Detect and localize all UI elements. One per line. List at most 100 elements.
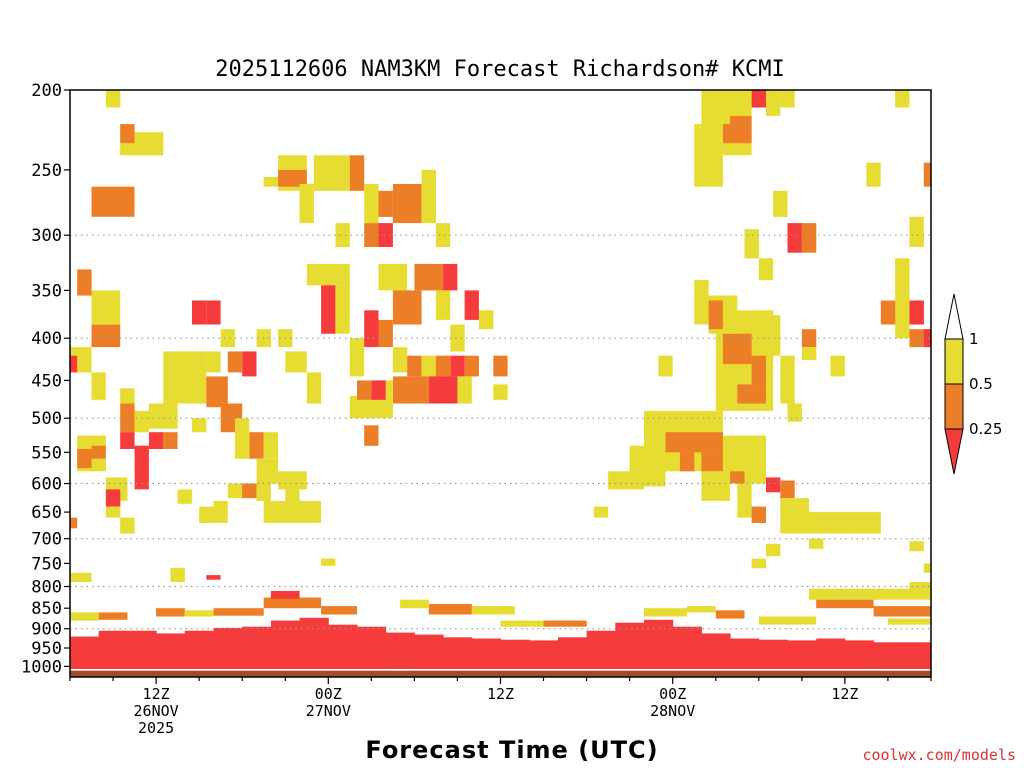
- ri-cell: [306, 372, 322, 404]
- ground: [70, 668, 931, 677]
- ri-cell: [206, 351, 221, 373]
- y-tick-label: 750: [31, 554, 62, 574]
- ri-cell: [278, 471, 307, 490]
- x-tick-label: 12Z: [487, 685, 514, 703]
- x-tick-label: 28NOV: [650, 702, 695, 720]
- y-tick-label: 400: [31, 329, 62, 349]
- ri-cell: [766, 315, 781, 356]
- ri-cell: [909, 300, 924, 325]
- ri-cells: [70, 90, 931, 627]
- ri-cell: [105, 489, 121, 507]
- ri-cell: [263, 500, 322, 523]
- surface-layer-column: [471, 638, 501, 671]
- ri-cell: [105, 506, 121, 518]
- ri-cell: [378, 223, 393, 247]
- ri-cell: [278, 169, 307, 187]
- ri-cell: [658, 355, 673, 377]
- y-tick-label: 600: [31, 475, 62, 495]
- surface-layer-column: [816, 638, 846, 671]
- ri-cell: [148, 432, 164, 449]
- surface-layer-column: [787, 640, 817, 671]
- ri-cell: [780, 90, 795, 108]
- ri-cell: [364, 223, 379, 247]
- ri-cell: [213, 608, 264, 616]
- ri-cell: [895, 90, 910, 108]
- ri-cell: [830, 355, 845, 377]
- ri-cell: [285, 351, 307, 373]
- ri-cell: [866, 162, 881, 187]
- surface-layer-column: [758, 639, 788, 671]
- ri-cell: [392, 184, 422, 224]
- legend-bin-yellow: [944, 338, 964, 385]
- y-tick-label: 800: [31, 578, 62, 598]
- surface-layer-column: [184, 630, 214, 671]
- ri-cell: [120, 517, 135, 534]
- ri-cell: [220, 329, 236, 348]
- ri-cell: [737, 483, 752, 518]
- surface-layer-column: [586, 630, 616, 671]
- y-tick-label: 900: [31, 620, 62, 640]
- ri-cell: [400, 599, 429, 609]
- ri-cell: [443, 263, 458, 291]
- ri-cell: [192, 300, 207, 325]
- ri-cell: [170, 568, 185, 582]
- ri-cell: [758, 258, 774, 280]
- x-tick-label: 27NOV: [306, 702, 351, 720]
- ri-cell: [299, 184, 314, 224]
- ri-cell: [801, 223, 817, 253]
- ri-cell: [766, 543, 781, 557]
- ri-cell: [321, 558, 336, 566]
- ri-cell: [91, 186, 135, 217]
- surface-layer-column: [357, 626, 387, 671]
- ground-fill: [70, 670, 931, 677]
- surface-layer-column: [213, 627, 243, 671]
- ri-cell: [493, 355, 508, 377]
- ri-cell: [751, 506, 766, 523]
- ri-cell: [414, 263, 444, 291]
- ri-cell: [256, 483, 271, 501]
- ri-cell: [321, 606, 357, 615]
- ri-cell: [644, 410, 666, 487]
- ri-cell: [227, 351, 243, 373]
- ri-cell: [766, 477, 781, 493]
- ri-cell: [909, 582, 931, 591]
- ri-cell: [787, 403, 802, 422]
- surface-layer-column: [385, 632, 415, 671]
- ri-cell: [500, 620, 558, 627]
- ri-cell: [184, 610, 214, 617]
- y-tick-label: 500: [31, 409, 62, 429]
- surface-layer-column: [242, 626, 272, 671]
- ri-cell: [378, 263, 408, 291]
- ri-cell: [887, 618, 931, 625]
- ri-cell: [450, 324, 465, 352]
- ri-cell: [263, 432, 278, 459]
- plot-area: [70, 90, 931, 677]
- ri-cell: [120, 403, 135, 433]
- ri-cell: [751, 90, 766, 108]
- ri-cell: [407, 355, 422, 377]
- y-tick-label: 300: [31, 226, 62, 246]
- x-tick-label: 00Z: [659, 685, 686, 703]
- ri-cell: [780, 480, 795, 499]
- ri-cell: [715, 610, 745, 619]
- ri-cell: [335, 223, 350, 247]
- ri-cell: [335, 285, 350, 334]
- ri-cell: [77, 449, 92, 469]
- credit-text[interactable]: coolwx.com/models: [862, 746, 1016, 764]
- ri-cell: [192, 418, 207, 433]
- ri-cell: [701, 90, 731, 125]
- ri-cell: [593, 506, 609, 518]
- ri-cell: [543, 620, 587, 627]
- ri-cell: [256, 458, 279, 484]
- ri-cell: [801, 347, 817, 360]
- ri-cell: [744, 229, 759, 259]
- ri-cell: [156, 608, 185, 617]
- y-tick-label: 450: [31, 371, 62, 391]
- y-tick-label: 200: [31, 81, 62, 101]
- chart-title: 2025112606 NAM3KM Forecast Richardson# K…: [215, 57, 785, 82]
- y-tick-label: 550: [31, 443, 62, 463]
- ri-cell: [206, 575, 221, 580]
- y-tick-label: 650: [31, 503, 62, 523]
